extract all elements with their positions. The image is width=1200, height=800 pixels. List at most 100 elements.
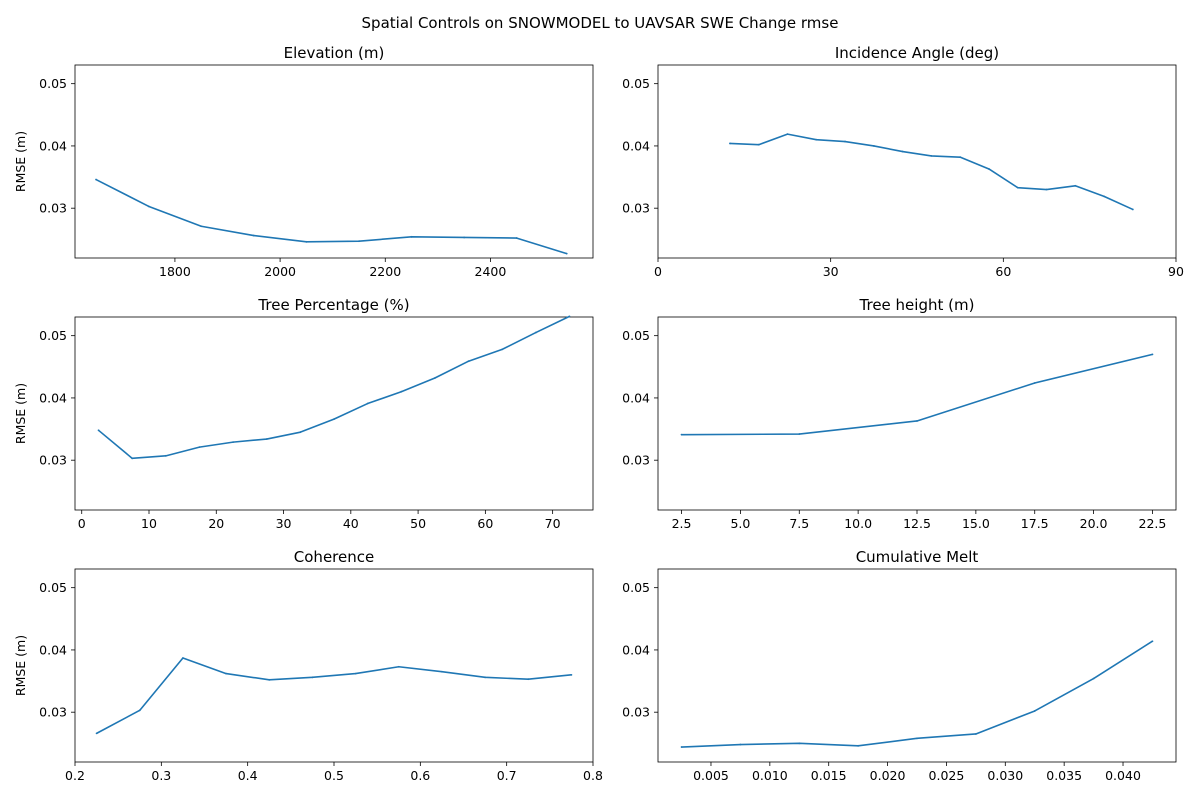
figure-suptitle: Spatial Controls on SNOWMODEL to UAVSAR … xyxy=(362,14,839,32)
data-point xyxy=(798,742,801,745)
x-tick-label: 0.2 xyxy=(65,768,85,783)
data-point xyxy=(410,235,413,238)
x-tick-label: 60 xyxy=(477,516,493,531)
subplot-title: Tree Percentage (%) xyxy=(257,296,409,314)
axes-frame xyxy=(74,64,594,259)
subplot-title: Tree height (m) xyxy=(859,296,975,314)
x-tick-label: 7.5 xyxy=(789,516,809,531)
data-point xyxy=(916,420,918,422)
x-tick-label: 10.0 xyxy=(844,516,872,531)
data-point xyxy=(565,252,568,255)
data-point xyxy=(400,390,403,393)
data-point xyxy=(1033,382,1036,384)
y-tick-label: 0.05 xyxy=(622,580,650,595)
data-point xyxy=(786,133,789,136)
data-point xyxy=(147,205,150,208)
y-axis-label: RMSE (m) xyxy=(13,383,28,444)
data-point xyxy=(232,441,234,444)
data-point xyxy=(95,732,98,735)
data-point xyxy=(988,168,990,170)
y-tick-label: 0.03 xyxy=(39,453,67,468)
series-line xyxy=(681,353,1153,436)
y-tick-label: 0.04 xyxy=(622,390,650,405)
data-point xyxy=(265,438,268,440)
x-tick-label: 0.025 xyxy=(929,768,965,783)
data-point xyxy=(397,665,400,668)
y-tick-label: 0.04 xyxy=(39,390,67,405)
data-point xyxy=(757,143,760,146)
subplot-5: Coherence 0.2 0.3 0.4 0.5 0.6 0.7 0.8 0.03 0.04 0.… xyxy=(13,548,603,783)
subplot-title: Elevation (m) xyxy=(284,44,385,62)
data-point xyxy=(857,744,860,747)
x-tick-label: 0.005 xyxy=(693,768,729,783)
y-tick-label: 0.05 xyxy=(622,328,650,343)
data-point xyxy=(1033,710,1036,712)
x-tick-label: 0.015 xyxy=(811,768,847,783)
subplot-2: Incidence Angle (deg) 0 30 60 90 0.03 0.04 0.05 xyxy=(622,44,1184,279)
data-point xyxy=(164,454,167,457)
data-point xyxy=(527,678,530,681)
x-tick-label: 0.7 xyxy=(497,768,517,783)
data-point xyxy=(1151,640,1154,643)
x-tick-label: 12.5 xyxy=(903,516,931,531)
y-tick-label: 0.05 xyxy=(622,76,650,91)
y-tick-label: 0.05 xyxy=(39,580,67,595)
y-tick-label: 0.04 xyxy=(39,138,67,153)
x-tick-label: 0 xyxy=(78,516,86,531)
x-tick-label: 40 xyxy=(343,516,359,531)
data-point xyxy=(434,377,436,379)
data-point xyxy=(484,676,486,679)
x-tick-label: 0.4 xyxy=(238,768,258,783)
y-tick-label: 0.03 xyxy=(622,453,650,468)
y-tick-label: 0.03 xyxy=(622,705,650,720)
data-point xyxy=(95,178,97,181)
axes-frame xyxy=(74,568,594,763)
x-tick-label: 5.0 xyxy=(730,516,750,531)
x-tick-label: 10 xyxy=(141,516,157,531)
data-point xyxy=(515,237,518,239)
x-tick-label: 0.035 xyxy=(1046,768,1082,783)
data-point xyxy=(200,225,203,228)
y-tick-label: 0.04 xyxy=(39,642,67,657)
data-point xyxy=(182,657,184,659)
data-point xyxy=(974,733,977,735)
data-point xyxy=(225,672,227,675)
x-tick-label: 0.3 xyxy=(151,768,171,783)
data-point xyxy=(1045,188,1048,191)
y-tick-label: 0.04 xyxy=(622,642,650,657)
y-tick-label: 0.03 xyxy=(622,201,650,216)
subplot-title: Incidence Angle (deg) xyxy=(835,44,999,62)
subplot-title: Coherence xyxy=(294,548,374,566)
axes-frame xyxy=(657,64,1177,259)
x-tick-label: 2000 xyxy=(264,264,296,279)
subplot-4: Tree height (m) 2.5 5.0 7.5 10.0 12.5 15.0 17.5… xyxy=(622,296,1177,531)
data-point xyxy=(1103,195,1105,198)
subplot-title: Cumulative Melt xyxy=(856,548,979,566)
series-line xyxy=(98,315,570,460)
data-point xyxy=(305,240,308,243)
series-line xyxy=(96,657,572,735)
data-point xyxy=(268,678,271,681)
axes-frame xyxy=(657,568,1177,763)
data-point xyxy=(1092,677,1095,680)
data-point xyxy=(1074,184,1077,187)
data-point xyxy=(198,446,201,449)
data-point xyxy=(901,150,904,153)
axes-frame xyxy=(657,316,1177,511)
data-point xyxy=(354,672,357,675)
y-axis-label: RMSE (m) xyxy=(13,635,28,696)
data-point xyxy=(138,709,141,712)
data-point xyxy=(959,156,962,159)
y-tick-label: 0.05 xyxy=(39,76,67,91)
data-point xyxy=(815,138,818,141)
data-point xyxy=(844,140,846,143)
x-tick-label: 20 xyxy=(208,516,224,531)
data-point xyxy=(798,433,801,435)
subplot-3: Tree Percentage (%) 0 10 20 30 40 50 60 70 0.03 0.… xyxy=(13,296,594,531)
subplot-6: Cumulative Melt 0.005 0.010 0.015 0.020 0.025… xyxy=(622,548,1177,783)
x-tick-label: 2.5 xyxy=(672,516,692,531)
x-tick-label: 15.0 xyxy=(962,516,990,531)
y-axis-label: RMSE (m) xyxy=(13,131,28,192)
data-point xyxy=(1016,186,1019,189)
subplot-1: Elevation (m) 1800 2000 2200 2400 0.03 0.04 0.0… xyxy=(13,44,594,279)
